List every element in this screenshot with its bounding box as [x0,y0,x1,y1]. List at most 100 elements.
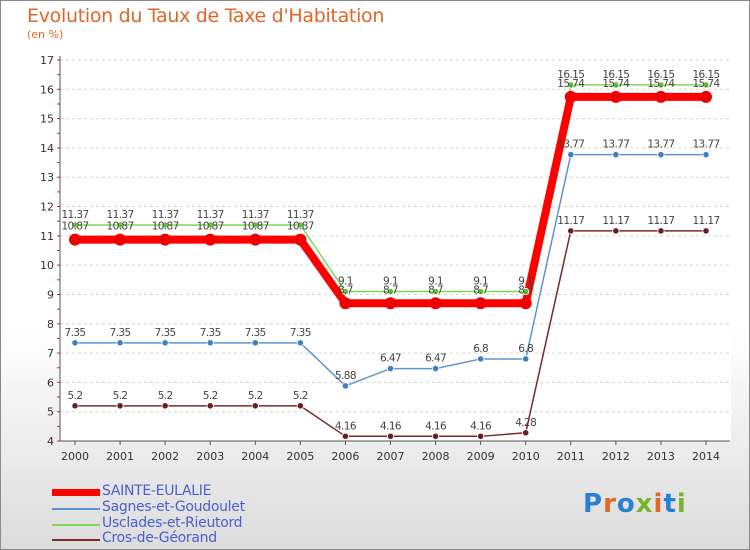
y-tick-label: 10 [40,259,54,272]
data-point [116,339,124,347]
data-label: 6.47 [425,353,446,365]
data-label: 5.2 [158,390,173,402]
data-point [700,90,712,103]
data-label: 6.8 [473,343,488,355]
data-label: 7.35 [245,327,266,339]
data-label: 5.2 [248,390,263,402]
data-point [431,432,440,440]
y-tick-label: 8 [47,318,54,331]
data-label: 13.77 [602,139,629,151]
y-tick-label: 7 [47,347,54,360]
data-point [477,287,485,296]
legend-item-cros-de-georand: Cros-de-Géorand [52,530,217,546]
data-point [477,432,485,440]
data-point [341,287,350,296]
y-tick-label: 4 [47,435,54,448]
data-point [657,81,665,89]
data-label: 4.16 [380,420,402,432]
data-point [431,287,440,296]
legend-item-sagnes-et-goudoulet: Sagnes-et-Goudoulet [52,499,245,515]
data-label: 13.77 [647,139,674,151]
data-label: 4.16 [425,420,447,432]
data-label: 16.15 [602,69,629,81]
data-label: 10.87 [61,221,88,233]
data-point [654,90,667,103]
y-tick-label: 11 [40,230,54,243]
y-axis-unit: (en %) [27,28,64,41]
data-point [114,233,127,246]
data-point [477,355,485,363]
data-point [341,382,350,390]
data-point [71,339,79,347]
data-point [522,287,530,296]
data-point [431,365,440,373]
data-point [206,339,214,347]
data-label: 16.15 [692,69,719,81]
data-label: 7.35 [155,327,176,339]
x-tick-label: 2007 [377,450,405,463]
data-point [612,151,620,159]
data-point [384,297,397,310]
x-tick-label: 2001 [106,450,134,463]
data-label: 6.8 [518,343,533,355]
data-point [161,402,169,410]
data-label: 10.87 [242,221,269,233]
x-tick-label: 2005 [286,450,314,463]
legend-swatch [52,539,100,541]
data-point [612,81,620,89]
x-tick-label: 2013 [647,450,675,463]
legend-swatch [52,489,100,496]
data-label: 7.35 [200,327,221,339]
data-point [657,151,665,159]
x-tick-label: 2008 [422,450,450,463]
data-point [116,402,124,410]
data-label: 9.1 [518,276,533,288]
data-label: 15.74 [647,78,675,90]
data-point [251,339,259,347]
data-point [71,402,79,410]
legend-label: Usclades-et-Rieutord [102,515,243,531]
x-tick-label: 2002 [151,450,179,463]
data-label: 10.87 [197,221,224,233]
data-point [159,233,172,246]
data-label: 11.37 [107,209,134,221]
data-point [386,432,395,440]
data-point [206,221,214,229]
data-label: 4.28 [515,417,536,429]
data-label: 4.16 [335,420,357,432]
data-label: 11.17 [692,215,719,227]
data-label: 5.2 [203,390,218,402]
data-label: 7.35 [290,327,311,339]
data-label: 15.74 [692,78,720,90]
data-label: 13.77 [692,139,719,151]
data-label: 5.88 [335,370,356,382]
logo-letter: x [635,489,654,519]
data-label: 8.7 [473,284,488,296]
legend-label: SAINTE-EULALIE [102,483,212,499]
logo-letter: i [676,489,687,519]
data-point [341,432,350,440]
data-point [294,233,307,246]
x-tick-label: 2011 [557,450,585,463]
data-point [564,90,577,103]
data-point [702,227,710,235]
data-point [69,233,81,246]
data-label: 15.74 [602,78,630,90]
data-point [702,81,710,89]
legend-item-sainte-eulalie: SAINTE-EULALIE [52,483,212,499]
x-tick-label: 2000 [61,450,89,463]
x-tick-label: 2014 [692,450,720,463]
data-label: 11.17 [602,215,629,227]
data-point [204,233,217,246]
logo-letter: o [616,489,636,519]
y-tick-label: 15 [40,113,54,126]
x-tick-label: 2004 [241,450,269,463]
data-label: 11.17 [647,215,674,227]
data-point [296,221,304,229]
data-point [249,233,262,246]
data-label: 9.1 [338,276,353,288]
y-tick-label: 17 [40,54,54,67]
y-tick-label: 16 [40,83,54,96]
data-point [474,297,487,310]
legend-item-usclades-et-rieutord: Usclades-et-Rieutord [52,515,243,531]
